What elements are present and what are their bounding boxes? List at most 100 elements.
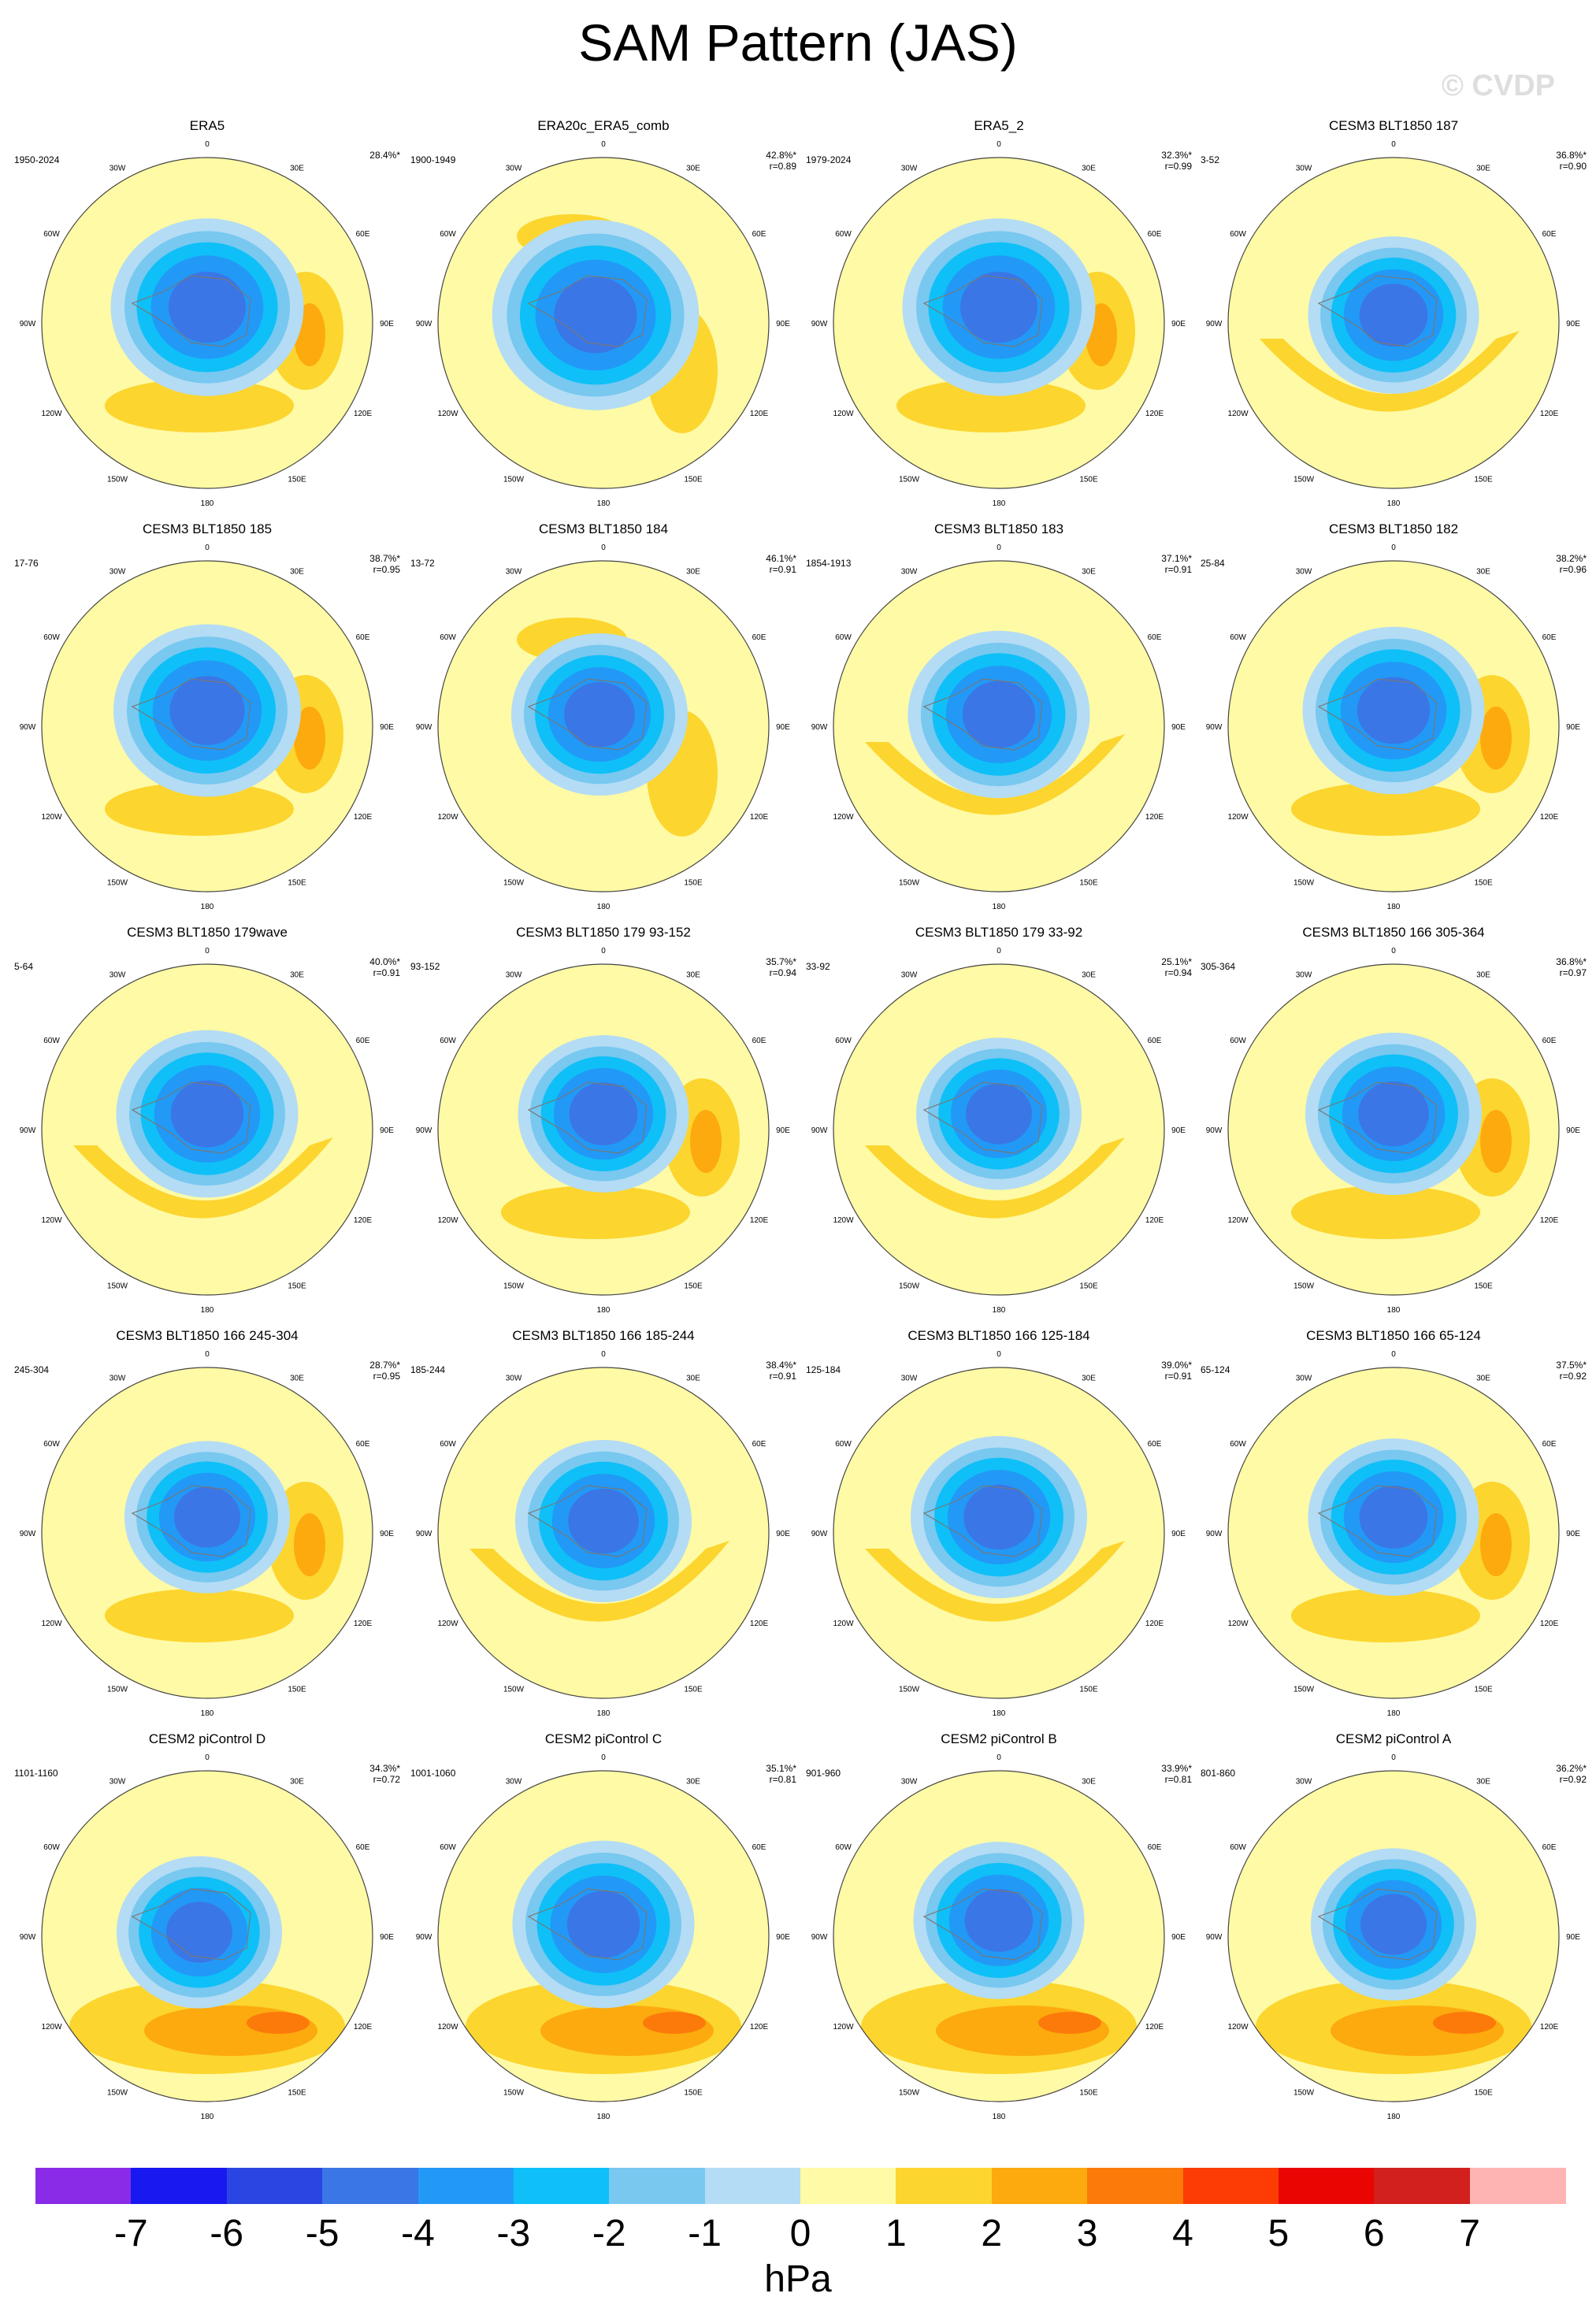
colorbar <box>35 2168 1566 2204</box>
contour-field <box>833 1367 1164 1698</box>
colorbar-segment <box>1374 2168 1471 2204</box>
longitude-label: 90E <box>1566 1126 1580 1135</box>
contour-level <box>1291 1186 1480 1239</box>
contour-field <box>438 158 769 488</box>
polar-map: 0 30E 60E 90E 120E 150E 180 150W 120W 90W 60W 30W <box>811 1350 1186 1718</box>
longitude-label: 60E <box>356 230 370 239</box>
longitude-label: 120W <box>437 1216 458 1225</box>
pattern-correlation: r=0.91 <box>373 967 400 978</box>
longitude-label: 90W <box>1206 723 1223 732</box>
contour-level <box>643 2012 706 2034</box>
panel-stats: 36.2%* r=0.92 <box>1556 1763 1587 1785</box>
longitude-label: 120W <box>1227 813 1249 822</box>
longitude-label: 180 <box>993 903 1006 911</box>
colorbar-unit: hPa <box>764 2258 832 2300</box>
contour-level <box>247 2012 310 2034</box>
colorbar-tick-label: 7 <box>1459 2213 1480 2254</box>
colorbar-tick-label: -3 <box>496 2213 531 2254</box>
polar-map: 0 30E 60E 90E 120E 150E 180 150W 120W 90W 60W 30W <box>416 140 791 508</box>
explained-variance: 38.2%* <box>1556 553 1587 564</box>
longitude-label: 90E <box>380 1933 394 1942</box>
colorbar-tick-label: -6 <box>210 2213 244 2254</box>
longitude-label: 30E <box>1476 165 1490 173</box>
contour-level <box>554 276 637 354</box>
longitude-label: 30E <box>1476 568 1490 577</box>
longitude-label: 60E <box>752 633 766 642</box>
map-border <box>437 1770 770 2102</box>
panel-title: CESM2 piControl C <box>544 1731 663 1746</box>
contour-level <box>966 1083 1032 1145</box>
polar-map: 0 30E 60E 90E 120E 150E 180 150W 120W 90W 60W 30W <box>416 544 791 911</box>
antarctica-coastline <box>527 1082 648 1154</box>
longitude-label: 90W <box>1206 1933 1223 1942</box>
longitude-label: 90E <box>1566 1530 1580 1538</box>
panel-title: CESM3 BLT1850 185 <box>142 521 273 536</box>
longitude-label: 60W <box>835 1037 852 1045</box>
explained-variance: 40.0%* <box>369 956 400 967</box>
map-panel: ERA5 1950-2024 28.4%* 0 30E 60E 90E 120E 150E 180… <box>11 118 403 520</box>
longitude-label: 60W <box>43 230 60 239</box>
map-panel: CESM3 BLT1850 166 245-304 245-304 28.7%* r=… <box>11 1328 403 1730</box>
colorbar-tick-label: 3 <box>1076 2213 1098 2254</box>
longitude-label: 180 <box>597 1709 611 1718</box>
longitude-label: 120W <box>41 813 62 822</box>
polar-map: 0 30E 60E 90E 120E 150E 180 150W 120W 90W 60W 30W <box>20 544 395 911</box>
longitude-label: 120E <box>354 410 373 418</box>
pattern-correlation: r=0.72 <box>373 1774 400 1785</box>
longitude-label: 120E <box>354 1620 373 1628</box>
panel-period: 185-244 <box>410 1364 446 1375</box>
map-panel: CESM3 BLT1850 166 125-184 125-184 39.0%* r=… <box>803 1328 1195 1730</box>
longitude-label: 60W <box>43 633 60 642</box>
cvdp-watermark: © CVDP <box>1441 69 1555 102</box>
antarctica-coastline <box>922 1082 1043 1154</box>
panel-title: CESM3 BLT1850 179 33-92 <box>915 925 1083 940</box>
antarctica-coastline <box>527 1888 648 1961</box>
longitude-label: 90W <box>20 1530 36 1538</box>
longitude-label: 150E <box>288 476 306 484</box>
longitude-label: 120E <box>750 813 769 822</box>
longitude-label: 0 <box>205 947 210 955</box>
map-border <box>1227 560 1560 892</box>
contour-level <box>470 1541 729 1622</box>
explained-variance: 36.2%* <box>1556 1763 1587 1774</box>
map-border <box>1227 963 1560 1296</box>
antarctica-coastline <box>527 275 648 347</box>
contour-level <box>1358 1081 1429 1147</box>
longitude-label: 180 <box>1387 1306 1401 1315</box>
panel-stats: 46.1%* r=0.91 <box>766 553 796 575</box>
map-border <box>833 157 1165 489</box>
contour-level <box>1260 331 1520 412</box>
longitude-label: 30W <box>901 971 918 980</box>
longitude-label: 60E <box>356 633 370 642</box>
panel-stats: 36.8%* r=0.97 <box>1556 956 1587 978</box>
contour-level <box>1360 1894 1427 1955</box>
polar-map: 0 30E 60E 90E 120E 150E 180 150W 120W 90W 60W 30W <box>811 544 1186 911</box>
longitude-label: 150E <box>1079 1282 1098 1291</box>
panel-stats: 28.7%* r=0.95 <box>369 1360 400 1382</box>
longitude-label: 90W <box>20 723 36 732</box>
longitude-label: 90E <box>1566 1933 1580 1942</box>
pattern-correlation: r=0.81 <box>769 1774 796 1785</box>
contour-level <box>1359 1486 1428 1549</box>
contour-field <box>42 1771 373 2102</box>
colorbar-tick-label: 1 <box>885 2213 907 2254</box>
contour-level <box>174 1486 240 1548</box>
longitude-label: 150W <box>503 2089 525 2098</box>
panel-stats: 37.5%* r=0.92 <box>1556 1360 1587 1382</box>
longitude-label: 90E <box>380 1126 394 1135</box>
panel-period: 305-364 <box>1201 961 1236 972</box>
longitude-label: 90W <box>1206 320 1223 328</box>
panel-period: 17-76 <box>14 558 39 569</box>
longitude-label: 120E <box>354 813 373 822</box>
longitude-label: 60W <box>1230 1440 1246 1449</box>
explained-variance: 38.4%* <box>766 1360 796 1371</box>
map-panel: CESM3 BLT1850 166 65-124 65-124 37.5%* r=0.… <box>1197 1328 1590 1730</box>
map-panel: CESM3 BLT1850 184 13-72 46.1%* r=0.91 0 30E 60… <box>407 521 800 923</box>
contour-level <box>105 379 294 432</box>
explained-variance: 32.3%* <box>1161 150 1192 161</box>
longitude-label: 60W <box>835 1440 852 1449</box>
longitude-label: 30E <box>1476 971 1490 980</box>
polar-map: 0 30E 60E 90E 120E 150E 180 150W 120W 90W 60W 30W <box>20 947 395 1315</box>
longitude-label: 150E <box>288 2089 306 2098</box>
contour-level <box>169 271 246 343</box>
